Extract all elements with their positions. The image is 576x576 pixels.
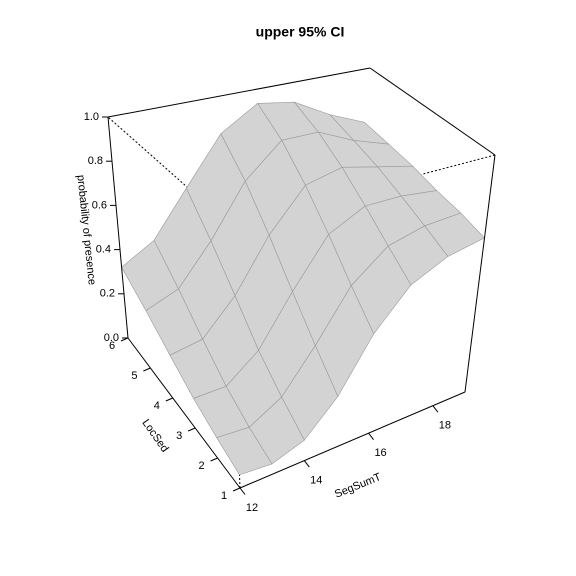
box-hidden-edge bbox=[107, 116, 231, 226]
y-tick bbox=[188, 427, 196, 432]
y-tick-label: 5 bbox=[131, 370, 137, 382]
x-tick bbox=[368, 432, 374, 440]
box-edge bbox=[107, 116, 129, 339]
y-tick bbox=[120, 337, 129, 342]
x-tick-label: 14 bbox=[310, 474, 322, 486]
y-tick bbox=[210, 457, 218, 462]
box-edge bbox=[464, 154, 496, 393]
z-tick-label: 0.2 bbox=[100, 288, 115, 300]
chart-title: upper 95% CI bbox=[256, 24, 345, 40]
x-tick-label: 12 bbox=[246, 502, 258, 514]
z-tick-label: 0.8 bbox=[88, 155, 103, 167]
y-tick-label: 4 bbox=[154, 400, 160, 412]
y-tick-label: 3 bbox=[176, 430, 182, 442]
box-edge bbox=[127, 337, 241, 489]
z-tick-label: 0.4 bbox=[96, 244, 111, 256]
surface-facet bbox=[216, 426, 273, 476]
y-tick-label: 2 bbox=[199, 460, 205, 472]
y-tick-label: 6 bbox=[109, 340, 115, 352]
x-tick bbox=[303, 460, 310, 468]
x-tick-label: 16 bbox=[374, 447, 386, 459]
y-tick bbox=[232, 487, 241, 492]
y-tick bbox=[165, 397, 173, 402]
z-tick-label: 0.6 bbox=[92, 199, 107, 211]
y-tick-label: 1 bbox=[221, 490, 227, 502]
box-edge bbox=[369, 67, 496, 156]
box-edge bbox=[107, 67, 371, 118]
y-tick bbox=[143, 367, 151, 372]
z-tick-label: 0.0 bbox=[104, 332, 119, 344]
x-tick bbox=[432, 405, 439, 413]
z-tick-label: 1.0 bbox=[84, 111, 99, 123]
box-edge bbox=[239, 391, 466, 489]
x-tick-label: 18 bbox=[439, 420, 451, 432]
x-tick bbox=[239, 487, 246, 495]
